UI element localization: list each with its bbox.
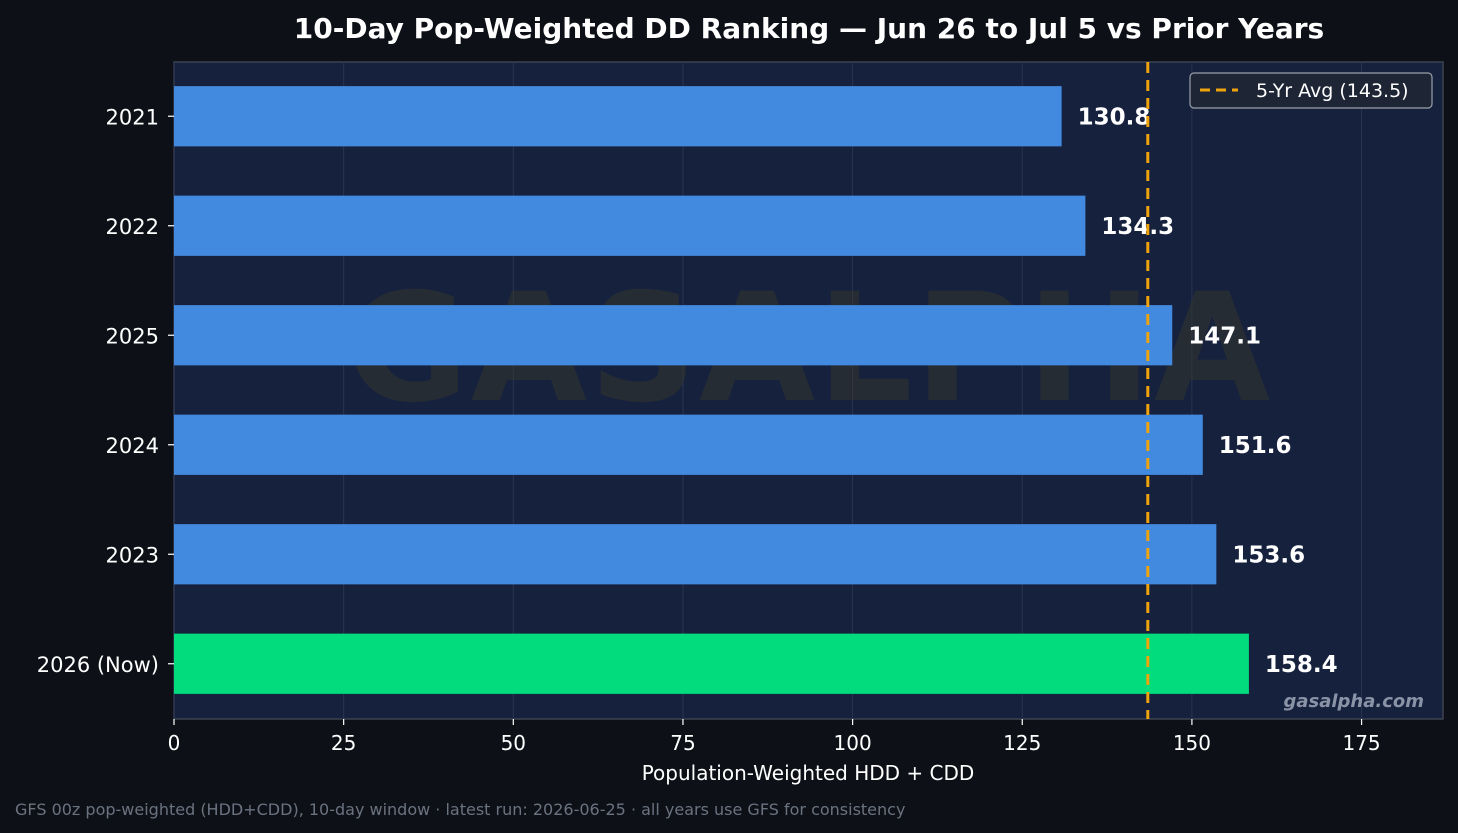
- bar-value-label: 134.3: [1101, 214, 1174, 240]
- footer-note: GFS 00z pop-weighted (HDD+CDD), 10-day w…: [15, 800, 905, 819]
- bar: [174, 633, 1249, 694]
- legend: 5-Yr Avg (143.5): [1189, 72, 1433, 109]
- chart-title: 10-Day Pop-Weighted DD Ranking — Jun 26 …: [294, 12, 1324, 45]
- bar: [174, 305, 1173, 366]
- bar: [174, 524, 1217, 585]
- bar: [174, 195, 1086, 256]
- x-tick-label: 100: [834, 731, 872, 755]
- x-tick-label: 150: [1173, 731, 1211, 755]
- bar-value-label: 158.4: [1265, 652, 1338, 678]
- y-axis: 2021 2022 2025 2024 2023 2026 (Now): [37, 105, 174, 677]
- x-tick-label: 175: [1342, 731, 1380, 755]
- bar: [174, 414, 1203, 475]
- bars-group: 130.8 134.3 147.1 151.6 153.6 158.4: [174, 86, 1338, 694]
- plot-area: [173, 61, 1444, 720]
- x-tick-label: 25: [331, 731, 356, 755]
- x-tick-label: 0: [168, 731, 181, 755]
- bar-value-label: 153.6: [1232, 542, 1305, 568]
- y-tick-label: 2024: [106, 434, 159, 458]
- x-axis: 0 25 50 75 100 125 150 175: [168, 719, 1381, 755]
- y-tick-label: 2023: [106, 543, 159, 567]
- x-tick-label: 75: [670, 731, 695, 755]
- y-tick-label: 2021: [106, 105, 159, 129]
- legend-box: [1189, 72, 1433, 109]
- x-axis-label: Population-Weighted HDD + CDD: [642, 761, 975, 785]
- x-tick-label: 125: [1003, 731, 1041, 755]
- bar-value-label: 130.8: [1078, 104, 1151, 130]
- bar-value-label: 151.6: [1219, 433, 1292, 459]
- grid-lines: [173, 62, 1363, 719]
- y-tick-label: 2025: [106, 324, 159, 348]
- y-tick-label: 2026 (Now): [37, 653, 159, 677]
- bar: [174, 86, 1062, 147]
- x-tick-label: 50: [501, 731, 526, 755]
- legend-entry: 5-Yr Avg (143.5): [1256, 80, 1409, 102]
- y-tick-label: 2022: [106, 215, 159, 239]
- brand-watermark: gasalpha.com: [1283, 691, 1424, 712]
- bar-value-label: 147.1: [1188, 323, 1261, 349]
